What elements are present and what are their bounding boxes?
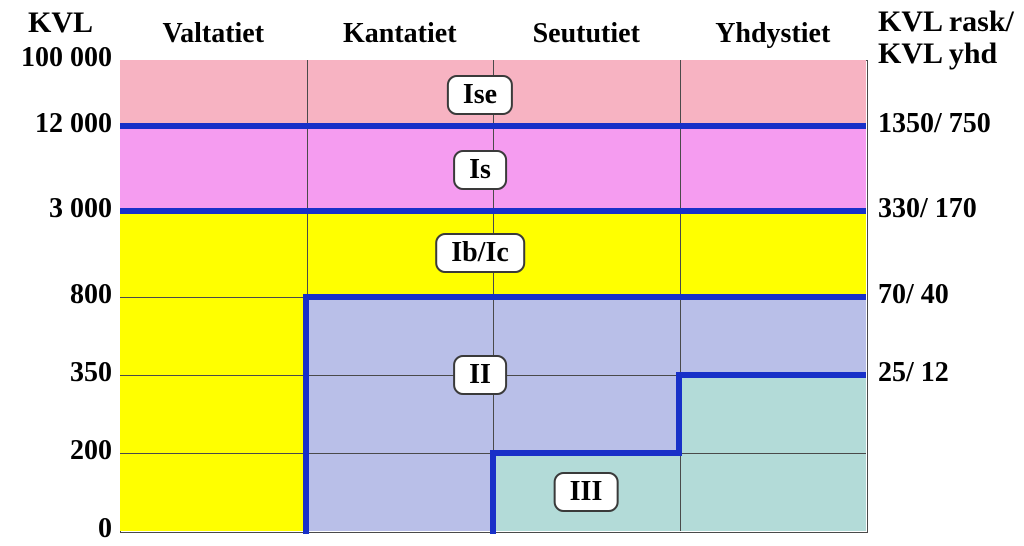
- y-tick-label: 200: [70, 435, 112, 467]
- region-II-col3up: [679, 297, 866, 375]
- y-tick-label: 12 000: [35, 108, 112, 140]
- right-label: 25/ 12: [878, 357, 949, 389]
- column-header: Kantatiet: [343, 18, 457, 50]
- left-axis-title: KVL: [28, 6, 93, 40]
- column-header: Seututiet: [533, 18, 640, 50]
- category-badge: III: [554, 472, 619, 512]
- chart-container: KVL KVL rask/KVL yhd 100 000 12 000 3 000 800…: [0, 0, 1024, 546]
- boundary-line: [120, 123, 866, 129]
- category-badge: Is: [453, 150, 507, 190]
- boundary-line: [679, 372, 866, 378]
- y-tick-label: 350: [70, 357, 112, 389]
- region-II-col1bot: [306, 453, 493, 531]
- right-label: 1350/ 750: [878, 108, 991, 140]
- column-header: Yhdystiet: [715, 18, 830, 50]
- category-badge: II: [453, 355, 507, 395]
- boundary-line: [490, 450, 496, 534]
- boundary-line: [120, 208, 866, 214]
- boundary-line: [493, 450, 679, 456]
- boundary-line: [306, 294, 866, 300]
- category-badge: Ise: [447, 75, 513, 115]
- right-axis-title: KVL rask/KVL yhd: [878, 6, 1014, 69]
- boundary-line: [303, 294, 309, 534]
- boundary-line: [676, 372, 682, 456]
- column-header: Valtatiet: [162, 18, 264, 50]
- y-tick-label: 800: [70, 279, 112, 311]
- right-label: 70/ 40: [878, 279, 949, 311]
- y-tick-label: 0: [98, 513, 112, 545]
- region-IbIc-col0: [120, 297, 306, 531]
- right-label: 330/ 170: [878, 193, 977, 225]
- y-tick-label: 3 000: [49, 193, 112, 225]
- category-badge: Ib/Ic: [435, 233, 525, 273]
- y-tick-label: 100 000: [21, 42, 112, 74]
